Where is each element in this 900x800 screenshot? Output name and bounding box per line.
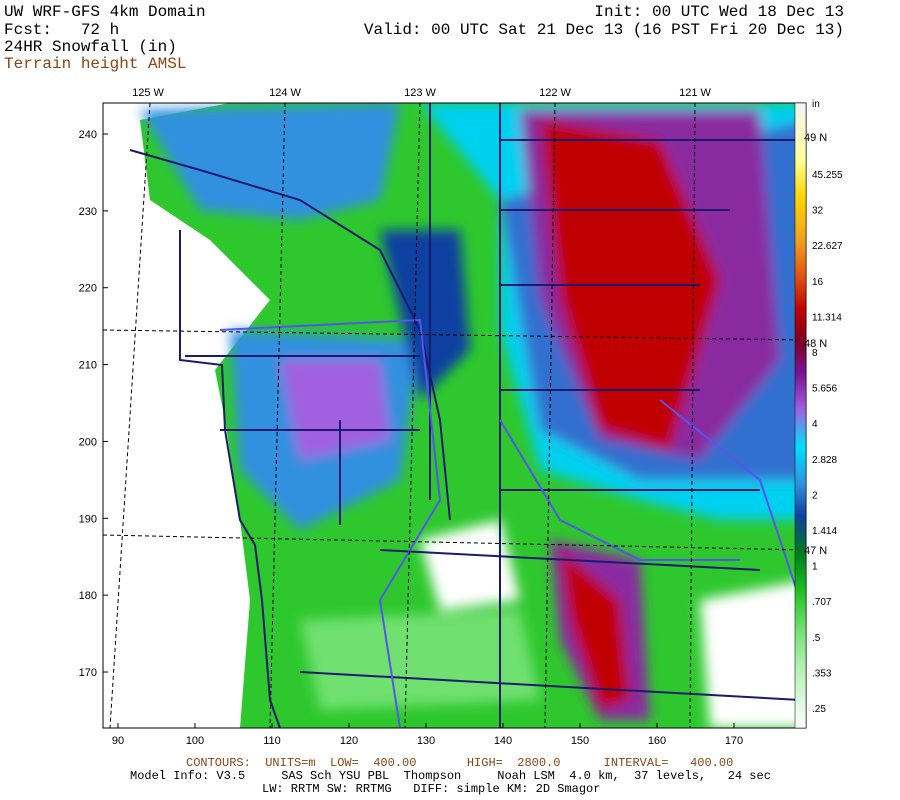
x-label: 100	[186, 735, 204, 747]
colorbar-label: 16	[812, 277, 824, 288]
colorbar-label: 32	[812, 206, 824, 217]
x-label: 160	[648, 735, 666, 747]
y-label: 220	[79, 283, 97, 295]
colorbar-label: .25	[812, 704, 826, 715]
forecast-hour: Fcst: 72 h	[4, 21, 119, 39]
physics-info: LW: RRTM SW: RRTMG DIFF: simple KM: 2D S…	[262, 782, 600, 796]
colorbar-label: .5	[812, 633, 821, 644]
valid-time: Valid: 00 UTC Sat 21 Dec 13 (16 PST Fri …	[364, 21, 844, 39]
colorbar	[794, 102, 807, 729]
longitude-label: 124 W	[269, 87, 301, 99]
longitude-label: 123 W	[404, 87, 436, 99]
y-label: 230	[79, 206, 97, 218]
map	[103, 103, 806, 728]
colorbar-label: .707	[812, 597, 832, 608]
x-label: 90	[112, 735, 124, 747]
x-label: 130	[417, 735, 435, 747]
colorbar-label: 2	[812, 490, 818, 501]
y-label: 190	[79, 513, 97, 525]
colorbar-label: 4	[812, 419, 818, 430]
y-label: 200	[79, 436, 97, 448]
model-info: Model Info: V3.5 SAS Sch YSU PBL Thompso…	[130, 769, 771, 783]
longitude-label: 121 W	[679, 87, 711, 99]
colorbar-label: 45.255	[812, 170, 843, 181]
colorbar-label: 8	[812, 348, 818, 359]
title: UW WRF-GFS 4km Domain	[4, 3, 206, 21]
x-label: 150	[571, 735, 589, 747]
init-time: Init: 00 UTC Wed 18 Dec 13	[594, 3, 844, 21]
contour-info: CONTOURS: UNITS=m LOW= 400.00 HIGH= 2800…	[186, 756, 733, 770]
colorbar-label: 11.314	[812, 312, 842, 323]
labels: 125 W 124 W 123 W 122 W 121 W 49 N 48 N 47 N 240…	[79, 87, 843, 747]
y-label: 170	[79, 667, 97, 679]
latitude-label: 48 N	[804, 338, 827, 350]
x-label: 170	[725, 735, 743, 747]
y-label: 240	[79, 129, 97, 141]
contour-field: Terrain height AMSL	[4, 55, 186, 73]
longitude-label: 125 W	[132, 87, 164, 99]
longitude-label: 122 W	[539, 87, 571, 99]
colorbar-label: 2.828	[812, 455, 837, 466]
y-label: 210	[79, 360, 97, 372]
colorbar-label: 1.414	[812, 526, 837, 537]
colorbar-label: 1	[812, 562, 818, 573]
latitude-label: 49 N	[804, 132, 827, 144]
colorbar-label: 5.656	[812, 384, 837, 395]
colorbar-label: 22.627	[812, 241, 843, 252]
colorbar-label: .353	[812, 668, 832, 679]
colorbar-unit: in	[812, 99, 820, 110]
x-label: 140	[494, 735, 512, 747]
latitude-label: 47 N	[804, 545, 827, 557]
y-label: 180	[79, 590, 97, 602]
x-label: 110	[263, 735, 281, 747]
field-name: 24HR Snowfall (in)	[4, 38, 177, 56]
x-label: 120	[340, 735, 358, 747]
